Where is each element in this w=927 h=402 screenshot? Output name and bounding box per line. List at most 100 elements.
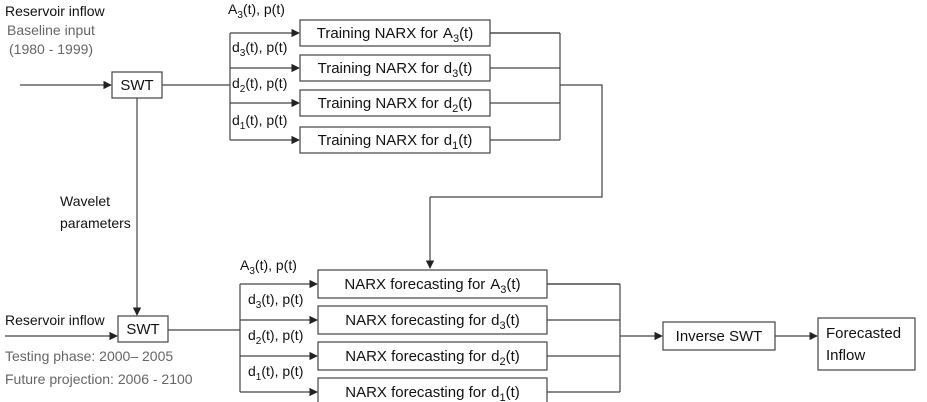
branch-input-part: A	[228, 1, 238, 17]
model-label-part: NARX forecasting for	[345, 348, 486, 365]
branch-input-part: 3	[256, 300, 262, 311]
model-box	[299, 126, 491, 154]
branch-input-part: 3	[249, 266, 255, 277]
model-label: Training NARX for d2(t)	[318, 95, 473, 115]
branch-input: d2(t), p(t)	[248, 327, 303, 347]
model-label: NARX forecasting for d3(t)	[345, 312, 520, 332]
branch-input-part: 1	[240, 121, 246, 132]
model-label-part: Training NARX for	[317, 25, 438, 42]
model-box-group: NARX forecasting for d2(t)	[317, 341, 548, 371]
model-label-part: NARX forecasting for	[344, 276, 485, 293]
branch-input-part: 3	[237, 10, 243, 21]
model-label-part: NARX forecasting for	[345, 384, 486, 401]
model-label-part: 2	[499, 356, 505, 368]
model-box-group: NARX forecasting for d3(t)	[317, 305, 548, 335]
branch-input-part: (t), p(t)	[245, 112, 287, 128]
inverse-label: Inverse SWT	[676, 328, 763, 345]
branch-input-part: (t), p(t)	[243, 1, 285, 17]
swt-label: SWT	[120, 77, 153, 94]
swt-box	[117, 315, 169, 343]
branch-input: A3(t), p(t)	[228, 1, 285, 21]
model-label-part: d	[491, 348, 499, 365]
model-label-part: A	[443, 25, 453, 42]
branch-input-part: d	[248, 327, 256, 343]
branch-input: d1(t), p(t)	[248, 363, 303, 383]
output-label: Forecasted	[826, 325, 901, 342]
input-title: Reservoir inflow	[5, 3, 105, 19]
input-title: Reservoir inflow	[5, 312, 105, 328]
model-label-part: Training NARX for	[318, 60, 439, 77]
branch-input-part: d	[232, 75, 240, 91]
model-label-part: 3	[453, 33, 459, 45]
model-label: NARX forecasting for d2(t)	[345, 348, 520, 368]
branch-input-part: d	[232, 39, 240, 55]
model-label-part: d	[444, 60, 452, 77]
branch-input: d3(t), p(t)	[232, 39, 287, 59]
model-label-part: Training NARX for	[318, 95, 439, 112]
model-label-part: d	[491, 312, 499, 329]
branch-input: A3(t), p(t)	[240, 257, 297, 277]
branch-input-part: (t), p(t)	[261, 327, 303, 343]
model-label-part: 3	[500, 284, 506, 296]
branch-input-part: d	[232, 112, 240, 128]
connector	[430, 84, 603, 198]
branch-input-part: d	[248, 291, 256, 307]
layer: Reservoir inflow Baseline input (1980 - …	[5, 1, 916, 402]
model-label: Training NARX for d1(t)	[318, 132, 473, 152]
model-box	[317, 305, 548, 335]
branch-input-part: 1	[256, 372, 262, 383]
model-label: Training NARX for d3(t)	[318, 60, 473, 80]
branch-input-part: (t), p(t)	[255, 257, 297, 273]
branch-input: d3(t), p(t)	[248, 291, 303, 311]
model-label-part: 2	[452, 103, 458, 115]
model-label-part: (t)	[459, 25, 473, 42]
wavelet-label: parameters	[60, 215, 131, 231]
model-box-group: Training NARX for A3(t)	[299, 19, 491, 47]
branch-input-part: 2	[256, 336, 262, 347]
branch-input-part: (t), p(t)	[245, 39, 287, 55]
model-label-part: (t)	[506, 348, 520, 365]
model-label-part: Training NARX for	[318, 132, 439, 149]
model-label-part: NARX forecasting for	[345, 312, 486, 329]
model-box-group: Training NARX for d3(t)	[299, 54, 491, 82]
testing-phase: Testing phase: 2000– 2005	[5, 348, 173, 364]
branch-input-part: (t), p(t)	[245, 75, 287, 91]
model-label-part: (t)	[458, 132, 472, 149]
input-period: (1980 - 1999)	[9, 41, 93, 57]
swt-label: SWT	[126, 321, 159, 338]
model-label-part: 3	[452, 68, 458, 80]
model-label-part: (t)	[506, 384, 520, 401]
output-label: Inflow	[826, 347, 865, 364]
model-box	[299, 19, 491, 47]
branch-input-part: d	[248, 363, 256, 379]
model-label-part: d	[444, 95, 452, 112]
model-box-group: Training NARX for d2(t)	[299, 89, 491, 117]
model-label-part: A	[490, 276, 500, 293]
model-box	[317, 341, 548, 371]
model-box	[299, 89, 491, 117]
model-box	[317, 269, 548, 299]
model-label-part: 1	[452, 140, 458, 152]
model-box-group: NARX forecasting for A3(t)	[317, 269, 548, 299]
model-label: NARX forecasting for A3(t)	[344, 276, 520, 296]
model-label-part: 3	[499, 320, 505, 332]
branch-input-part: A	[240, 257, 250, 273]
model-label-part: 1	[499, 392, 505, 402]
branch-input-part: (t), p(t)	[261, 291, 303, 307]
model-label-part: d	[491, 384, 499, 401]
branch-input-part: (t), p(t)	[261, 363, 303, 379]
model-box-group: NARX forecasting for d1(t)	[317, 377, 548, 402]
model-box	[299, 54, 491, 82]
model-label-part: (t)	[458, 95, 472, 112]
model-label-part: (t)	[458, 60, 472, 77]
model-label-part: (t)	[506, 312, 520, 329]
model-label-part: (t)	[506, 276, 520, 293]
model-label-part: d	[444, 132, 452, 149]
future-projection: Future projection: 2006 - 2100	[5, 371, 193, 387]
model-box-group: Training NARX for d1(t)	[299, 126, 491, 154]
branch-input: d2(t), p(t)	[232, 75, 287, 95]
output-box	[817, 317, 916, 371]
input-subtitle: Baseline input	[7, 22, 95, 38]
branch-input-part: 3	[240, 48, 246, 59]
